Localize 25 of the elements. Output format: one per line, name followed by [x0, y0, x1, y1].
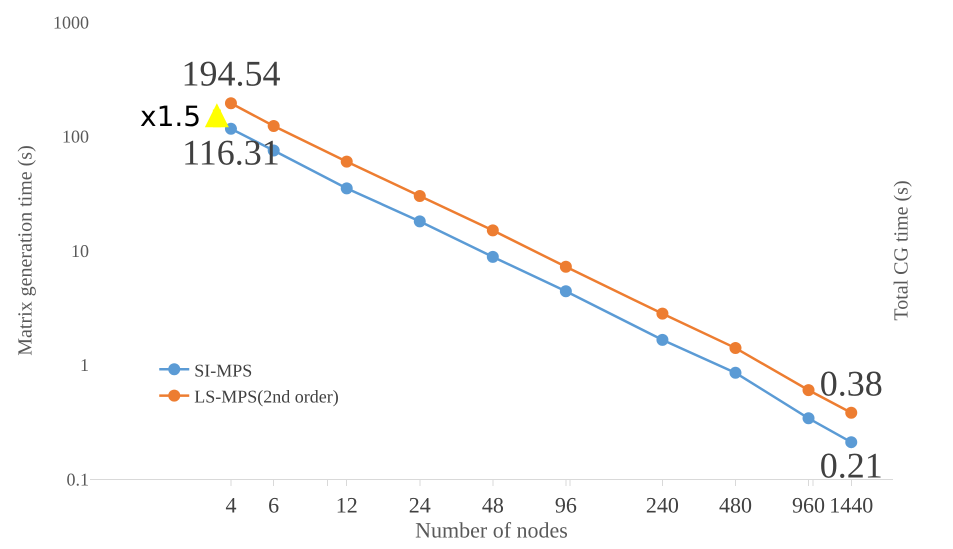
data-label: 0.21 — [820, 446, 883, 486]
data-label: 194.54 — [181, 54, 280, 94]
annotation: x1.5 — [140, 100, 202, 133]
y-tick-label: 1000 — [53, 12, 89, 32]
x-tick-label: 96 — [554, 492, 577, 518]
x-axis-title: Number of nodes — [415, 517, 568, 542]
data-label: 0.38 — [820, 363, 883, 404]
x-tick-label: 240 — [646, 492, 679, 518]
data-label: 116.31 — [182, 132, 280, 172]
x-tick-label: 12 — [336, 492, 358, 518]
y2-axis-title: Total CG time (s) — [890, 180, 912, 321]
x-tick-label: 48 — [482, 492, 504, 518]
legend-label: SI-MPS — [194, 360, 252, 380]
y-tick-label: 0.1 — [66, 469, 89, 490]
x-tick-label: 1440 — [829, 492, 874, 518]
y-axis-title: Matrix generation time (s) — [14, 145, 36, 356]
x-tick-label: 6 — [268, 492, 280, 518]
x-tick-label: 480 — [718, 492, 752, 518]
y-tick-label: 1 — [80, 355, 89, 376]
x-tick-label: 960 — [792, 492, 826, 518]
y-tick-label: 100 — [62, 126, 89, 147]
legend-label: LS-MPS(2nd order) — [194, 386, 339, 407]
y-tick-label: 10 — [71, 240, 89, 261]
x-tick-label: 24 — [408, 492, 431, 518]
x-tick-label: 4 — [225, 492, 236, 518]
